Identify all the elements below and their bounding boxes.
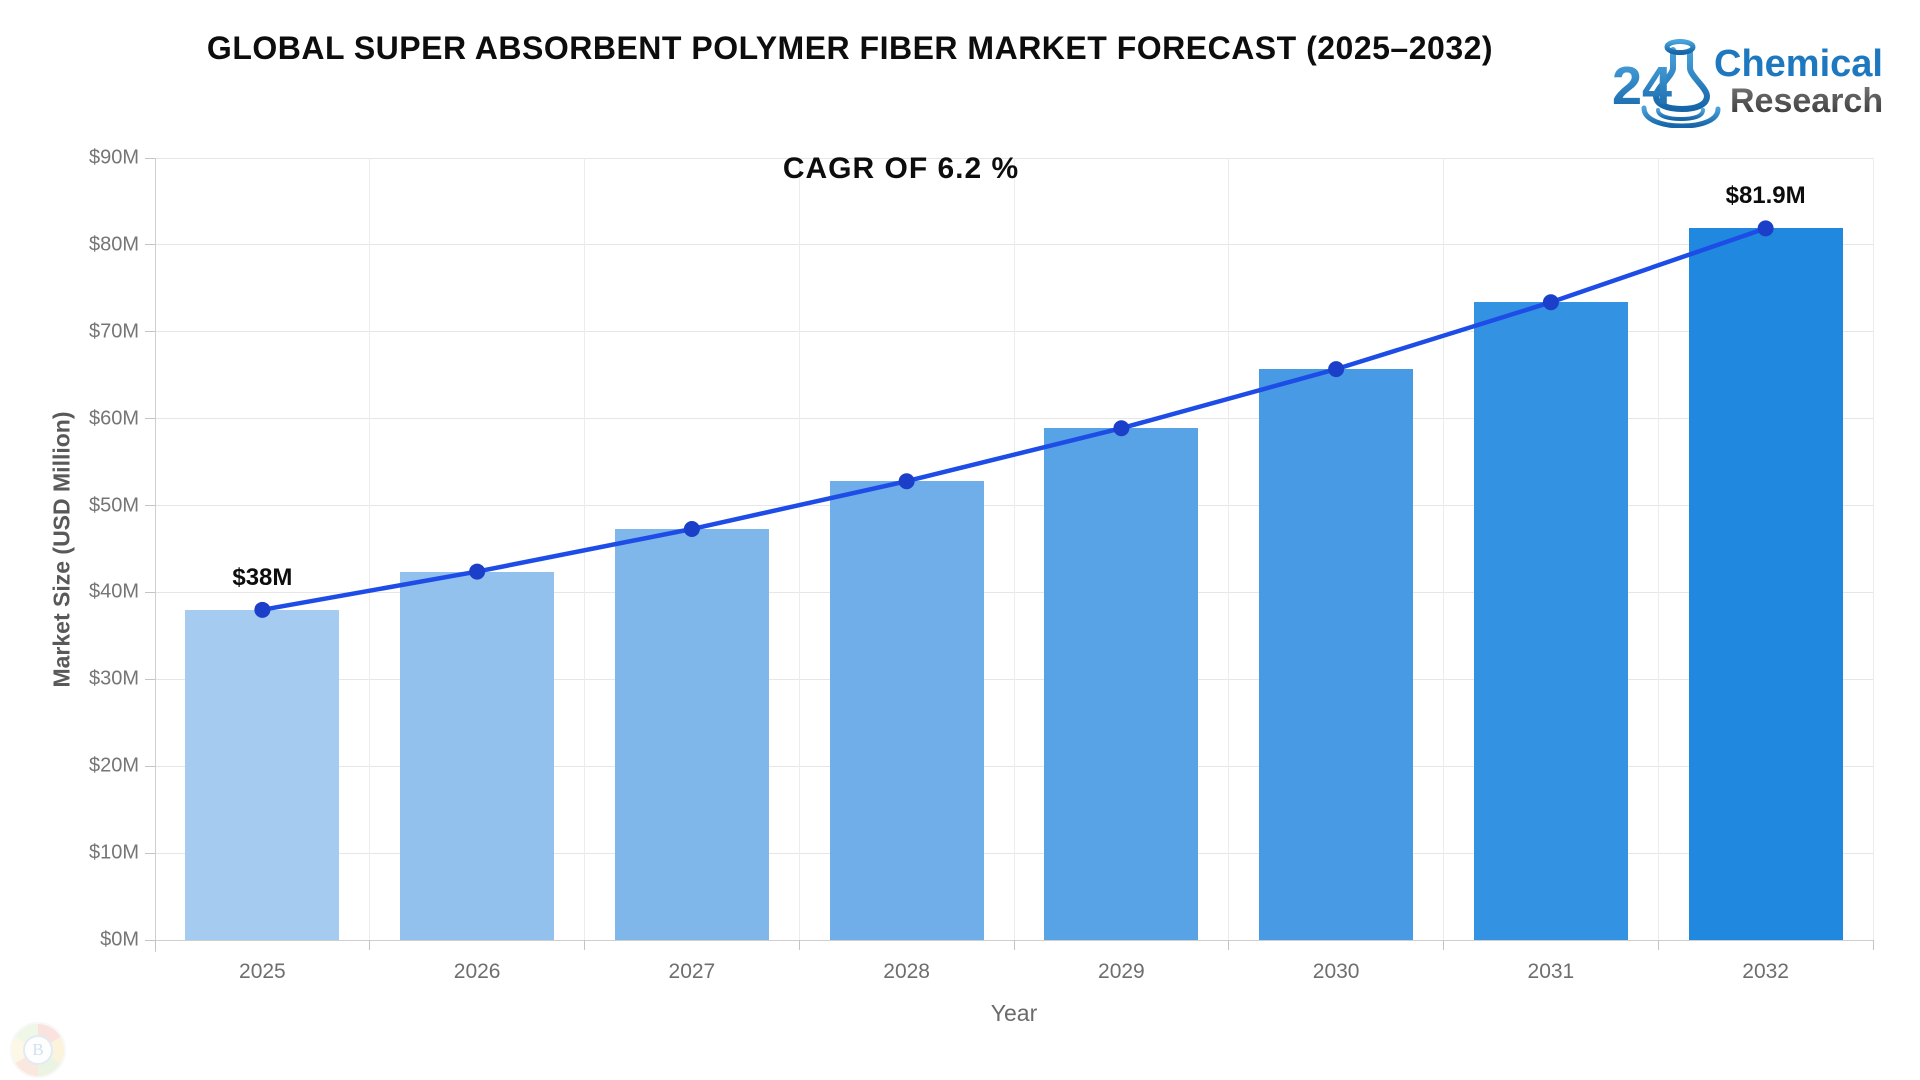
x-tick-mark: [584, 940, 585, 950]
y-tick-mark: [145, 591, 155, 593]
watermark-badge: B: [10, 1022, 66, 1078]
y-tick-mark: [145, 505, 155, 507]
x-gridline: [798, 158, 800, 940]
x-tick-mark: [1228, 940, 1230, 950]
logo-word-research: Research: [1730, 82, 1883, 120]
x-tick-mark: [154, 940, 156, 950]
y-tick-mark: [145, 939, 155, 941]
logo-number: 24: [1612, 56, 1672, 116]
y-tick-label: $70M: [88, 320, 139, 343]
logo-word-chemical: Chemical: [1714, 43, 1883, 85]
x-tick-label: 2029: [1098, 960, 1145, 983]
y-tick-mark: [145, 418, 155, 420]
cagr-annotation: CAGR OF 6.2 %: [782, 152, 1020, 185]
x-gridline: [1443, 158, 1444, 940]
bar-value-label-2025: $38M: [232, 563, 293, 591]
y-tick-label: $10M: [88, 841, 139, 864]
x-tick-mark: [1443, 940, 1444, 950]
x-tick-label: 2030: [1312, 960, 1360, 983]
x-gridline: [1228, 158, 1230, 940]
x-tick-label: 2031: [1527, 960, 1575, 983]
bar-2030: [1259, 369, 1414, 940]
bar-2026: [400, 571, 555, 940]
y-tick-label: $20M: [88, 754, 139, 777]
x-gridline: [1013, 158, 1015, 940]
bar-2032: [1688, 228, 1843, 940]
y-tick-mark: [145, 157, 155, 159]
bar-value-label-2032: $81.9M: [1725, 182, 1806, 210]
x-gridline: [1657, 158, 1659, 940]
y-tick-mark: [145, 765, 155, 767]
bar-2029: [1044, 428, 1199, 940]
y-tick-label: $0M: [100, 928, 139, 951]
y-tick-mark: [145, 331, 155, 333]
x-tick-label: 2026: [453, 960, 501, 983]
x-tick-mark: [1657, 940, 1659, 950]
x-tick-label: 2027: [668, 960, 716, 983]
y-tick-label: $40M: [88, 580, 139, 603]
company-logo: 24 Chemical Research: [1612, 39, 1883, 128]
y-tick-mark: [145, 244, 155, 246]
x-tick-label: 2025: [239, 960, 286, 983]
x-gridline: [584, 158, 585, 940]
x-tick-mark: [1872, 940, 1874, 950]
y-tick-label: $60M: [88, 407, 139, 430]
x-gridline: [154, 158, 156, 952]
x-gridline: [369, 158, 371, 940]
y-tick-mark: [145, 678, 155, 680]
x-tick-mark: [369, 940, 371, 950]
x-tick-label: 2028: [883, 960, 930, 983]
x-tick-label: 2032: [1742, 960, 1789, 983]
y-tick-label: $90M: [88, 146, 139, 169]
y-tick-label: $30M: [88, 667, 139, 690]
flask-icon: [1641, 39, 1721, 128]
chart-title: GLOBAL SUPER ABSORBENT POLYMER FIBER MAR…: [206, 30, 1494, 66]
y-tick-mark: [145, 852, 155, 854]
y-tick-label: $50M: [88, 494, 139, 517]
y-tick-label: $80M: [88, 233, 139, 256]
x-tick-mark: [798, 940, 800, 950]
x-tick-mark: [1013, 940, 1015, 950]
y-axis-title: Market Size (USD Million): [48, 411, 75, 688]
x-axis-title: Year: [990, 1000, 1038, 1026]
bar-2028: [829, 481, 984, 940]
x-gridline: [1872, 158, 1874, 940]
bar-2031: [1473, 302, 1628, 940]
watermark-letter: B: [23, 1035, 53, 1065]
bar-2025: [185, 609, 340, 940]
bar-2027: [614, 529, 769, 940]
